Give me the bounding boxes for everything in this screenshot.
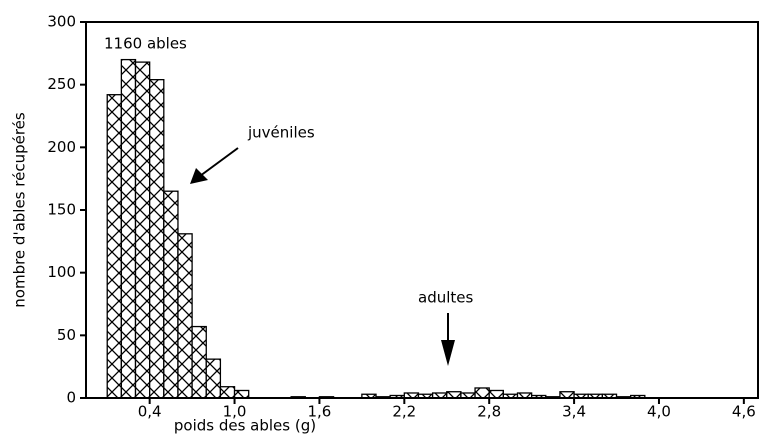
- y-tick-label: 250: [47, 75, 76, 93]
- bar: [191, 325, 207, 399]
- bar: [149, 79, 165, 399]
- y-tick-label: 150: [47, 201, 76, 219]
- x-tick-label: 4,6: [732, 403, 756, 421]
- y-tick-label: 200: [47, 138, 76, 156]
- annotation: juvéniles: [247, 124, 315, 142]
- bar: [106, 94, 123, 399]
- x-tick-label: 4,0: [647, 403, 671, 421]
- annotation: 1160 ables: [104, 35, 187, 53]
- y-tick-label: 100: [47, 263, 76, 281]
- bar: [233, 389, 250, 399]
- label-bg: [102, 35, 176, 53]
- arrow-head: [190, 168, 208, 184]
- x-tick-label: 2,8: [477, 403, 501, 421]
- x-tick-label: 0,4: [138, 403, 162, 421]
- bar: [163, 190, 179, 399]
- bar: [474, 387, 490, 399]
- bar: [120, 58, 137, 399]
- y-tick-label: 50: [57, 326, 76, 344]
- bar: [488, 389, 504, 399]
- arrow-shaft: [199, 147, 239, 177]
- bar: [219, 386, 236, 399]
- x-axis-label: poids des ables (g): [174, 417, 316, 435]
- bar: [205, 358, 222, 399]
- y-tick-label: 300: [47, 13, 76, 31]
- x-tick-label: 1,0: [223, 403, 247, 421]
- annotation: adultes: [418, 289, 473, 307]
- bar: [177, 233, 193, 399]
- x-tick-label: 1,6: [308, 403, 332, 421]
- arrow-head: [441, 340, 455, 366]
- x-tick-label: 2,2: [392, 403, 416, 421]
- bar: [134, 61, 151, 399]
- y-axis-label: nombre d'ables récupérés: [11, 112, 29, 308]
- y-tick-label: 0: [66, 389, 76, 407]
- x-tick-label: 3,4: [562, 403, 586, 421]
